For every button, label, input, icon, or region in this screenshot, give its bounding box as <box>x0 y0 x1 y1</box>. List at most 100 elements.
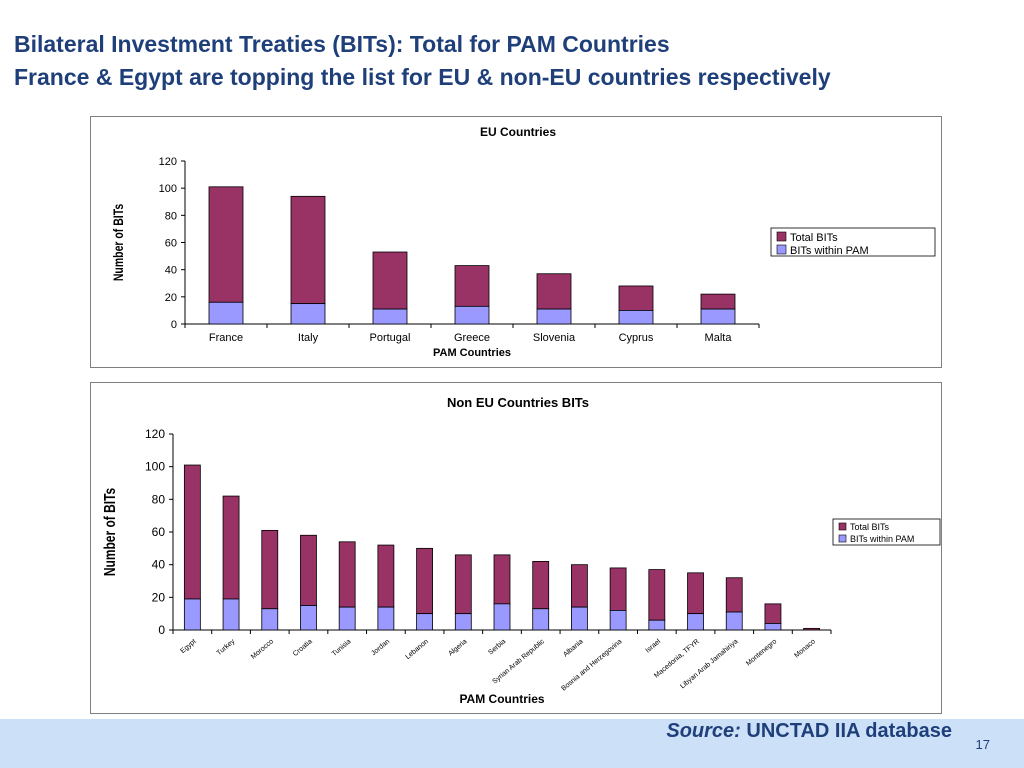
noneu-bar-total <box>803 627 821 631</box>
noneu-bar-total <box>377 544 395 608</box>
noneu-legend-label: BITs within PAM <box>850 534 914 544</box>
eu-bar-total <box>700 293 736 310</box>
non-eu-countries-chart: Non EU Countries BITs Number of BITs 0 20 40… <box>90 382 942 714</box>
noneu-y-tick-label: 100 <box>145 460 165 474</box>
eu-x-axis-label: PAM Countries <box>433 347 511 359</box>
noneu-bar-within <box>493 603 511 631</box>
noneu-bar-within <box>764 623 782 631</box>
noneu-y-tick-label: 40 <box>152 558 166 572</box>
noneu-bar-total <box>725 577 743 613</box>
noneu-chart-title: Non EU Countries BITs <box>447 395 589 410</box>
noneu-category-label: Serbia <box>487 638 507 656</box>
noneu-category-label: Monaco <box>793 638 817 659</box>
noneu-bar-within <box>222 598 240 631</box>
noneu-category-label: Jordan <box>370 638 391 657</box>
noneu-bar-total <box>764 603 782 624</box>
eu-bar-within <box>454 305 490 325</box>
eu-bar-within <box>208 301 244 325</box>
eu-bar-within <box>700 308 736 325</box>
eu-y-tick-label: 40 <box>165 265 177 277</box>
noneu-bar-total <box>648 569 666 621</box>
eu-category-label: Italy <box>298 332 319 344</box>
noneu-bar-total <box>338 541 356 608</box>
eu-y-tick-label: 60 <box>165 238 177 250</box>
noneu-bar-within <box>609 609 627 631</box>
eu-countries-chart: EU Countries Number of BITs 0 20 40 60 80 100 12… <box>90 116 942 368</box>
slide-title: Bilateral Investment Treaties (BITs): To… <box>14 28 831 94</box>
eu-category-label: France <box>209 332 243 344</box>
noneu-bar-total <box>532 560 550 610</box>
eu-bar-total <box>618 285 654 311</box>
eu-y-tick-label: 120 <box>159 156 177 168</box>
noneu-y-tick-label: 120 <box>145 427 165 441</box>
noneu-y-tick-label: 60 <box>152 525 166 539</box>
noneu-bar-total <box>454 554 472 615</box>
noneu-x-axis-label: PAM Countries <box>459 692 544 706</box>
noneu-category-label: Morocco <box>250 638 275 661</box>
noneu-bar-total <box>687 572 704 615</box>
noneu-bar-within <box>571 606 588 631</box>
eu-legend-label: Total BITs <box>790 232 838 244</box>
noneu-bar-total <box>222 495 240 600</box>
eu-y-tick-label: 80 <box>165 210 177 222</box>
noneu-bar-total <box>493 554 511 605</box>
noneu-y-tick-label: 20 <box>152 590 166 604</box>
noneu-bar-within <box>416 613 433 631</box>
eu-y-tick-label: 0 <box>171 319 177 331</box>
page-number: 17 <box>975 737 990 752</box>
eu-bar-total <box>290 195 326 305</box>
noneu-category-label: Montenegro <box>745 638 778 667</box>
eu-legend-box <box>770 227 936 257</box>
eu-chart-title: EU Countries <box>480 125 556 139</box>
eu-category-label: Slovenia <box>533 332 576 344</box>
title-line-2: France & Egypt are topping the list for … <box>14 64 831 90</box>
noneu-bar-total <box>261 529 279 610</box>
non-eu-chart-svg: Non EU Countries BITs Number of BITs 0 20 40… <box>100 395 941 706</box>
eu-legend-label: BITs within PAM <box>790 245 869 257</box>
noneu-bar-total <box>571 564 588 608</box>
noneu-bar-total <box>183 464 201 600</box>
noneu-y-axis-label: Number of BITs <box>100 488 118 576</box>
noneu-y-tick-label: 0 <box>158 623 165 637</box>
noneu-category-label: Croatia <box>292 638 314 658</box>
eu-bar-total <box>208 186 244 303</box>
noneu-category-label: Albania <box>562 638 584 658</box>
noneu-bar-within <box>725 611 743 631</box>
source-note: Source: UNCTAD IIA database <box>666 720 952 743</box>
noneu-category-label: Turkey <box>216 638 237 657</box>
noneu-bar-total <box>416 547 433 615</box>
noneu-bar-within <box>183 598 201 631</box>
eu-category-label: Portugal <box>370 332 411 344</box>
eu-category-label: Greece <box>454 332 490 344</box>
eu-category-label: Malta <box>705 332 733 344</box>
eu-bar-total <box>536 273 572 310</box>
noneu-bar-within <box>261 608 279 631</box>
noneu-category-label: Tunisia <box>331 638 353 658</box>
source-text: UNCTAD IIA database <box>746 720 952 742</box>
noneu-bar-within <box>454 613 472 631</box>
eu-legend-swatch <box>776 231 787 242</box>
source-label: Source: <box>666 720 741 742</box>
noneu-bar-within <box>377 606 395 631</box>
noneu-category-label: Lebanon <box>404 638 429 661</box>
footer-bar <box>0 719 1024 768</box>
noneu-bar-total <box>609 567 627 611</box>
eu-y-tick-label: 100 <box>159 183 177 195</box>
eu-y-axis-label: Number of BITs <box>111 204 127 281</box>
noneu-bar-within <box>648 619 666 631</box>
noneu-bar-within <box>532 608 550 631</box>
noneu-category-label: Algeria <box>447 638 468 657</box>
noneu-category-label: Israel <box>644 638 662 655</box>
noneu-category-label: Egypt <box>179 638 197 655</box>
eu-bar-within <box>536 308 572 325</box>
eu-y-tick-label: 20 <box>165 292 177 304</box>
eu-bar-total <box>454 265 490 307</box>
eu-bar-within <box>372 308 408 325</box>
noneu-legend-swatch <box>838 534 847 543</box>
noneu-y-tick-label: 80 <box>152 492 166 506</box>
eu-category-label: Cyprus <box>619 332 654 344</box>
eu-bar-within <box>618 310 654 325</box>
title-line-1: Bilateral Investment Treaties (BITs): To… <box>14 31 670 57</box>
noneu-bar-total <box>300 534 317 606</box>
noneu-bar-within <box>338 606 356 631</box>
